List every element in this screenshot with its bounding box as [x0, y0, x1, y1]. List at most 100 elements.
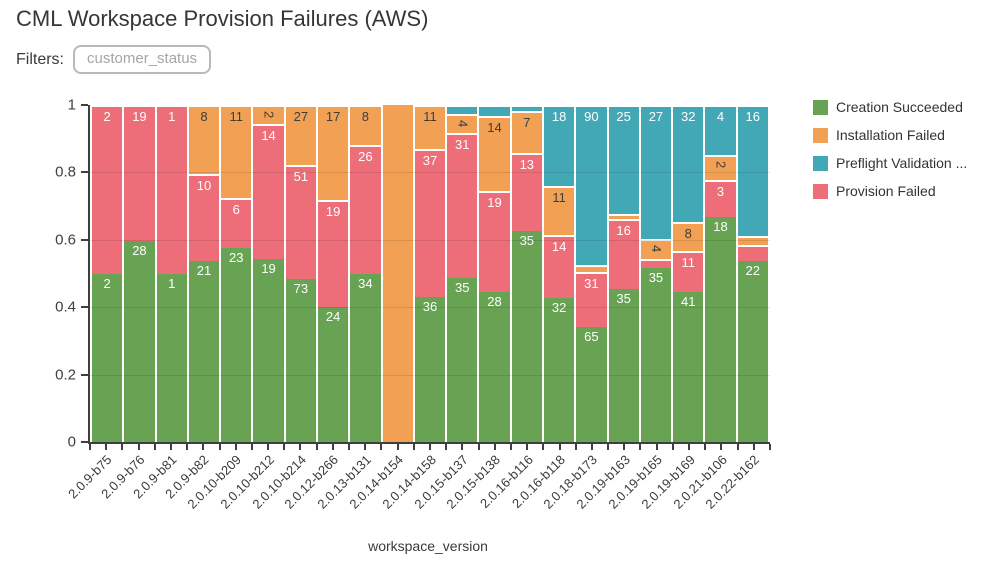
- bar-2.0.10-b209[interactable]: 23 6 11: [221, 105, 252, 442]
- bar-2.0.16-b118[interactable]: 32 14 11 18: [543, 105, 575, 442]
- bar-segment-creation[interactable]: 65: [576, 326, 607, 442]
- bar-segment-preflight[interactable]: 18: [543, 105, 575, 186]
- bar-segment-provision[interactable]: 19: [317, 200, 349, 308]
- bar-segment-provision[interactable]: 19: [124, 105, 155, 242]
- bar-segment-creation[interactable]: 35: [447, 278, 478, 442]
- bar-2.0.10-b214[interactable]: 73 51 27: [285, 105, 316, 442]
- bar-2.0.19-b169[interactable]: 41 11 8 32: [673, 105, 704, 442]
- bar-segment-preflight[interactable]: [447, 104, 478, 115]
- bar-segment-creation[interactable]: 35: [608, 288, 639, 442]
- bar-segment-preflight[interactable]: 25: [608, 104, 639, 215]
- bar-segment-provision[interactable]: 1: [156, 105, 187, 274]
- bar-segment-installation[interactable]: 4: [447, 114, 478, 134]
- bar-segment-preflight[interactable]: [511, 105, 542, 112]
- bar-segment-provision[interactable]: 14: [253, 124, 284, 260]
- bar-segment-creation[interactable]: 21: [188, 260, 220, 442]
- bar-segment-preflight[interactable]: [479, 105, 510, 116]
- bar-segment-creation[interactable]: 1: [156, 273, 187, 442]
- bar-segment-installation[interactable]: [382, 105, 413, 442]
- x-tick-mark: [380, 444, 383, 450]
- bar-segment-creation[interactable]: 19: [253, 259, 284, 442]
- bar-segment-creation[interactable]: 23: [221, 248, 252, 442]
- bar-segment-preflight[interactable]: 32: [673, 105, 704, 223]
- bar-2.0.9-b76[interactable]: 28 19: [124, 105, 155, 442]
- bar-segment-creation[interactable]: 36: [414, 297, 446, 442]
- bar-2.0.22-b162[interactable]: 22 16: [737, 105, 768, 442]
- bar-2.0.14-b158[interactable]: 36 37 11: [414, 105, 446, 442]
- bar-segment-creation[interactable]: 35: [511, 231, 542, 442]
- bar-segment-provision[interactable]: 19: [479, 190, 510, 293]
- bar-segment-installation[interactable]: 27: [285, 105, 316, 166]
- bar-segment-installation[interactable]: 17: [317, 105, 349, 201]
- bar-segment-installation[interactable]: 11: [414, 105, 446, 150]
- bar-segment-creation[interactable]: 28: [479, 292, 510, 442]
- bar-segment-installation[interactable]: 2: [705, 154, 736, 180]
- bar-segment-preflight[interactable]: 16: [737, 105, 768, 237]
- bar-2.0.15-b138[interactable]: 28 19 14: [479, 105, 510, 442]
- bar-2.0.10-b212[interactable]: 19 14 2: [253, 105, 284, 442]
- bar-segment-installation[interactable]: [737, 236, 768, 245]
- bar-2.0.15-b137[interactable]: 35 31 4: [447, 104, 478, 442]
- segment-count-label: 1: [168, 275, 176, 291]
- bar-segment-provision[interactable]: 11: [673, 251, 704, 292]
- legend-item-preflight[interactable]: Preflight Validation ...: [813, 155, 967, 171]
- bar-segment-provision[interactable]: 2: [92, 105, 123, 274]
- legend-item-creation[interactable]: Creation Succeeded: [813, 99, 967, 115]
- bar-segment-provision[interactable]: 10: [188, 174, 220, 261]
- bar-segment-creation[interactable]: 22: [737, 261, 768, 442]
- bar-2.0.12-b266[interactable]: 24 19 17: [317, 105, 349, 442]
- bar-2.0.21-b106[interactable]: 18 3 2 4: [705, 105, 736, 442]
- bar-segment-installation[interactable]: [576, 264, 607, 272]
- bar-segment-provision[interactable]: 16: [608, 218, 639, 289]
- bar-segment-installation[interactable]: 7: [511, 111, 542, 154]
- bar-segment-provision[interactable]: 31: [576, 271, 607, 327]
- bar-2.0.13-b131[interactable]: 34 26 8: [350, 105, 381, 442]
- bar-2.0.18-b173[interactable]: 65 31 90: [576, 105, 607, 442]
- legend-item-installation[interactable]: Installation Failed: [813, 127, 967, 143]
- bar-segment-provision[interactable]: [640, 258, 672, 269]
- bar-segment-installation[interactable]: 8: [673, 222, 704, 252]
- bar-segment-installation[interactable]: 11: [543, 185, 575, 236]
- bar-segment-installation[interactable]: [608, 214, 639, 219]
- bar-segment-provision[interactable]: 26: [350, 144, 381, 274]
- y-tick-mark: [81, 306, 88, 309]
- bar-segment-installation[interactable]: 11: [221, 105, 252, 198]
- bar-segment-provision[interactable]: [737, 244, 768, 262]
- bar-segment-preflight[interactable]: 27: [640, 105, 672, 239]
- bar-segment-installation[interactable]: 4: [640, 238, 672, 259]
- bar-segment-installation[interactable]: 8: [188, 105, 220, 175]
- bar-segment-creation[interactable]: 24: [317, 307, 349, 442]
- bar-segment-provision[interactable]: 31: [447, 133, 478, 279]
- bar-segment-creation[interactable]: 28: [124, 241, 155, 442]
- bar-segment-installation[interactable]: 14: [479, 115, 510, 191]
- segment-count-label: 8: [361, 109, 369, 125]
- bar-segment-provision[interactable]: 6: [221, 197, 252, 249]
- bar-segment-provision[interactable]: 3: [705, 179, 736, 218]
- bar-segment-creation[interactable]: 73: [285, 279, 316, 442]
- bar-2.0.9-b82[interactable]: 21 10 8: [188, 105, 220, 442]
- bar-segment-preflight[interactable]: 4: [705, 105, 736, 155]
- bar-segment-provision[interactable]: 51: [285, 165, 316, 280]
- bar-segment-creation[interactable]: 32: [543, 298, 575, 442]
- filter-customer-status[interactable]: customer_status: [73, 45, 212, 74]
- bar-2.0.19-b165[interactable]: 35 4 27: [640, 105, 672, 442]
- segment-count-label: 73: [293, 281, 309, 297]
- bar-segment-creation[interactable]: 34: [350, 273, 381, 442]
- bar-segment-installation[interactable]: 2: [253, 105, 284, 125]
- bar-segment-preflight[interactable]: 90: [576, 105, 607, 265]
- bar-2.0.19-b163[interactable]: 35 16 25: [608, 104, 639, 442]
- bar-segment-creation[interactable]: 35: [640, 268, 672, 442]
- legend-item-provision[interactable]: Provision Failed: [813, 183, 967, 199]
- x-tick-mark: [396, 444, 399, 450]
- bar-segment-provision[interactable]: 37: [414, 149, 446, 298]
- bar-segment-creation[interactable]: 18: [705, 217, 736, 442]
- bar-segment-creation[interactable]: 2: [92, 273, 123, 442]
- bar-2.0.14-b154[interactable]: [382, 105, 413, 442]
- bar-segment-installation[interactable]: 8: [350, 105, 381, 145]
- bar-segment-provision[interactable]: 14: [543, 235, 575, 299]
- bar-2.0.16-b116[interactable]: 35 13 7: [511, 105, 542, 442]
- bar-segment-creation[interactable]: 41: [673, 291, 704, 442]
- bar-segment-provision[interactable]: 13: [511, 153, 542, 232]
